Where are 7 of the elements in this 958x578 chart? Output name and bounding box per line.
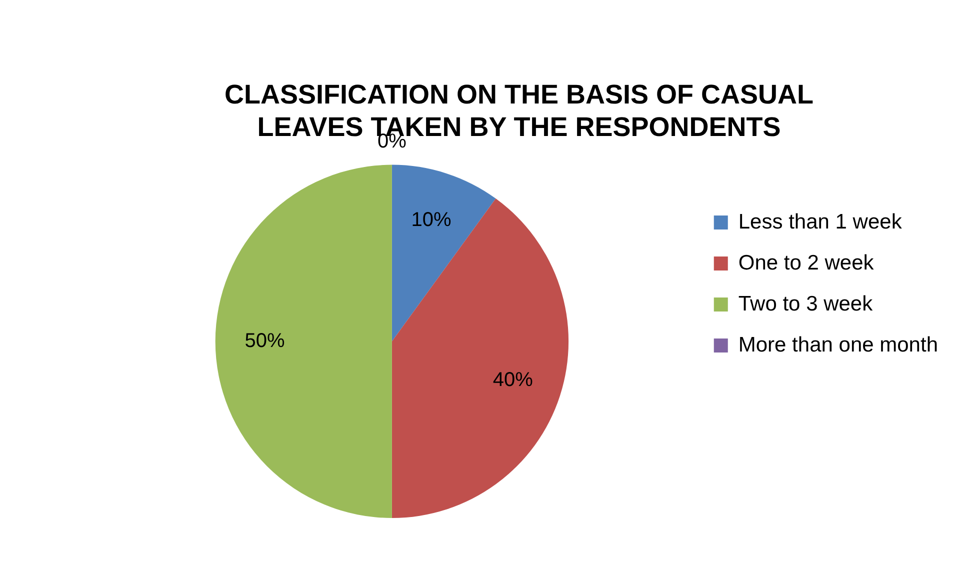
legend-label: One to 2 week (738, 251, 874, 274)
legend-label: More than one month (738, 333, 938, 356)
legend-label: Less than 1 week (738, 210, 902, 234)
data-label: 50% (244, 330, 286, 352)
data-label: 40% (492, 369, 534, 392)
data-label: 10% (411, 208, 452, 231)
legend-label: Two to 3 week (738, 292, 874, 316)
